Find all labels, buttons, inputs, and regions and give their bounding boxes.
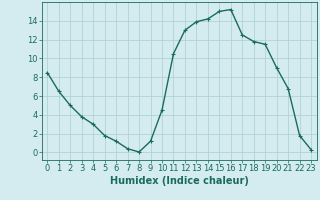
X-axis label: Humidex (Indice chaleur): Humidex (Indice chaleur) [110, 176, 249, 186]
